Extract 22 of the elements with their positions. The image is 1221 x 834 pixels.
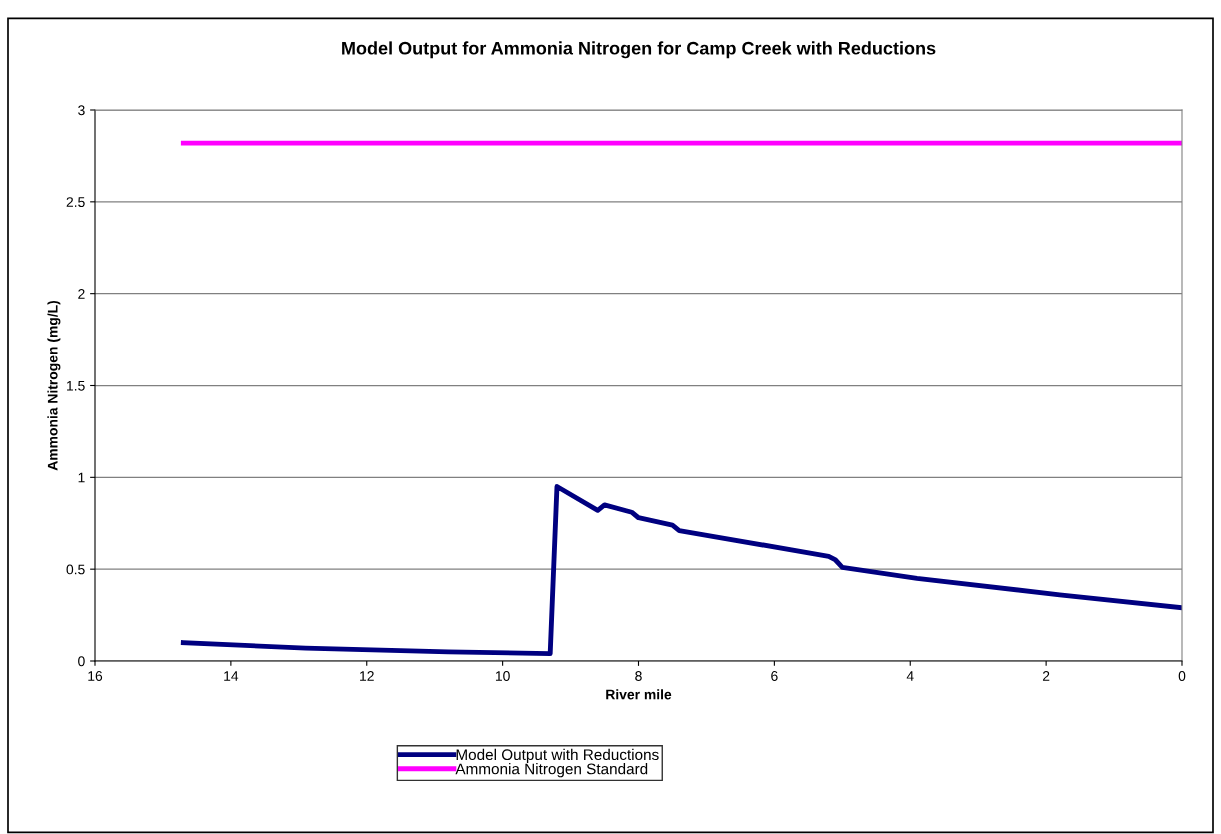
x-tick-label: 8 [635, 671, 642, 681]
x-tick-label: 16 [88, 671, 103, 681]
y-axis-title: Ammonia Nitrogen (mg/L) [47, 300, 61, 471]
y-tick-label: 3 [78, 105, 85, 116]
x-axis-title: River mile [606, 689, 672, 700]
line-series [180, 484, 1182, 657]
y-tick-label: 2.5 [66, 197, 85, 207]
y-tick-label: 0.5 [66, 564, 85, 575]
legend-label: Model Output with Reductions [456, 748, 659, 764]
x-tick-label: 14 [224, 671, 239, 681]
x-tick-label: 6 [771, 671, 778, 681]
chart-title: Model Output for Ammonia Nitrogen for Camp Creek with Reductions [342, 41, 936, 59]
y-tick-label: 1.5 [67, 380, 85, 391]
x-tick-label: 12 [360, 671, 374, 681]
y-tick-label: 0 [78, 656, 85, 667]
legend-label: Ammonia Nitrogen Standard [455, 763, 648, 778]
y-tick-label: 1 [78, 472, 85, 483]
y-tick-label: 2 [78, 289, 85, 299]
x-tick-label: 10 [495, 671, 510, 681]
x-tick-label: 2 [1042, 671, 1050, 681]
x-tick-label: 0 [1178, 671, 1186, 681]
x-tick-label: 4 [906, 671, 914, 681]
